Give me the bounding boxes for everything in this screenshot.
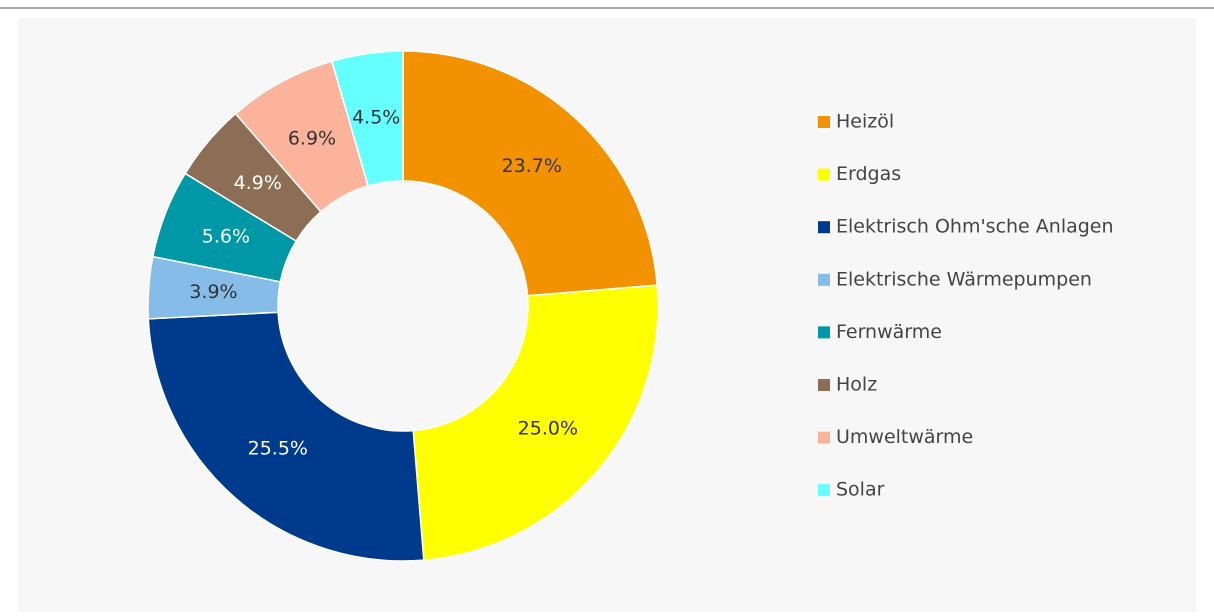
donut-segment [147, 311, 425, 562]
legend-swatch [818, 484, 830, 497]
legend-swatch [818, 221, 830, 234]
data-label: 23.7% [502, 155, 562, 177]
legend-label: Elektrische Wärmepumpen [836, 268, 1092, 290]
donut-segment [402, 50, 658, 297]
data-label: 4.5% [352, 106, 400, 128]
legend-swatch [818, 116, 830, 128]
legend-swatch [818, 168, 830, 181]
data-label: 25.0% [518, 417, 578, 439]
legend-label: Solar [836, 479, 885, 501]
legend-swatch [818, 326, 830, 339]
donut-segment [330, 50, 404, 187]
legend-label: Heizöl [836, 111, 894, 133]
legend-swatch [818, 431, 830, 444]
data-label: 5.6% [202, 226, 250, 248]
donut-segment [412, 284, 659, 561]
legend-label: Erdgas [836, 163, 901, 185]
legend-label: Elektrisch Ohm'sche Anlagen [836, 216, 1114, 238]
legend-label: Holz [836, 374, 877, 396]
legend-label: Fernwärme [836, 321, 942, 343]
legend-swatch [818, 379, 830, 391]
data-label: 4.9% [234, 172, 282, 194]
legend-label: Umweltwärme [836, 426, 973, 448]
data-label: 25.5% [248, 437, 308, 459]
data-label: 3.9% [189, 281, 237, 303]
data-label: 6.9% [288, 128, 336, 150]
legend-swatch [818, 273, 830, 286]
